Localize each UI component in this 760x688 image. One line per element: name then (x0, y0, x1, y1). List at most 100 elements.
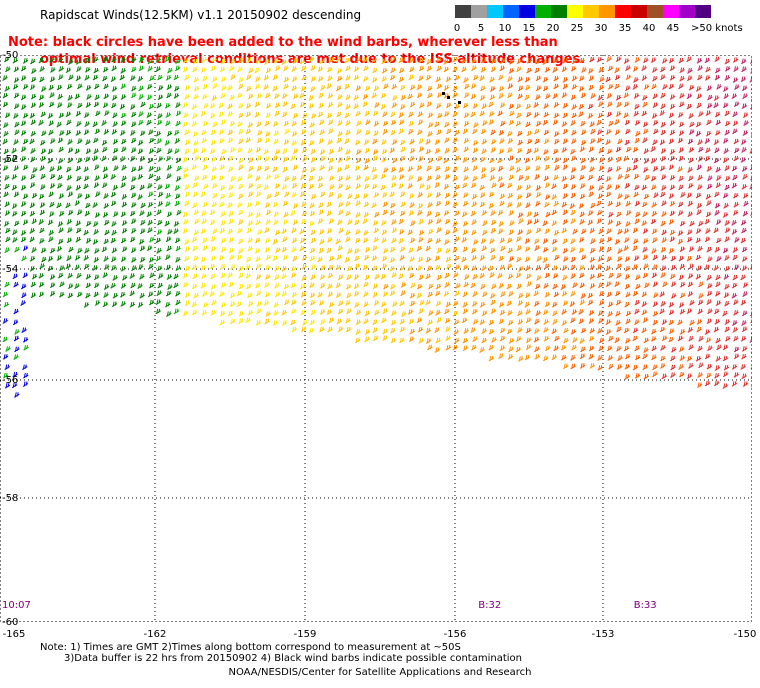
wind-barb (642, 95, 648, 101)
wind-barb (182, 273, 189, 279)
wind-barb (561, 227, 568, 234)
wind-barb (741, 320, 747, 326)
wind-barb (722, 86, 729, 92)
wind-barb (245, 137, 251, 143)
wind-barb (634, 218, 640, 225)
wind-barb (219, 66, 226, 73)
wind-barb (191, 66, 198, 73)
wind-barb (570, 273, 576, 280)
wind-barb (311, 113, 317, 119)
wind-barb (111, 129, 118, 135)
wind-barb (615, 220, 622, 227)
wind-barb (525, 327, 532, 334)
wind-barb (570, 247, 576, 253)
wind-barb (741, 227, 747, 234)
wind-barb (112, 155, 118, 162)
wind-barb (579, 193, 586, 200)
wind-barb (740, 364, 746, 370)
wind-barb (256, 137, 263, 144)
wind-barb (344, 164, 350, 171)
wind-barb (4, 281, 10, 288)
wind-barb (678, 274, 685, 281)
wind-barb (355, 174, 362, 181)
wind-barb (553, 139, 560, 145)
wind-barb (696, 319, 703, 325)
wind-barb (408, 74, 415, 81)
wind-barb (20, 210, 27, 217)
wind-barb (290, 103, 296, 110)
wind-barb (309, 282, 315, 289)
wind-barb (318, 248, 325, 254)
wind-barb (561, 265, 568, 271)
wind-barb (193, 218, 200, 225)
wind-barb (544, 164, 550, 171)
wind-barb (615, 95, 622, 101)
wind-barb (472, 103, 479, 109)
wind-barb (283, 65, 289, 72)
wind-barb (57, 158, 64, 164)
wind-barb (535, 265, 542, 271)
wind-barb (409, 139, 415, 145)
wind-barb (310, 86, 316, 92)
wind-barb (705, 66, 711, 73)
wind-barb (643, 84, 650, 90)
wind-barb (263, 300, 270, 306)
wind-barb (572, 337, 578, 343)
wind-barb (686, 256, 693, 262)
wind-barb (183, 282, 189, 288)
wind-barb (392, 95, 398, 101)
wind-barb (419, 102, 425, 109)
wind-barb (282, 219, 289, 225)
wind-barb (13, 165, 20, 172)
wind-barb (660, 272, 666, 279)
wind-barb (517, 76, 524, 83)
wind-barb (608, 363, 614, 370)
wind-barb (291, 76, 298, 82)
wind-barb (706, 119, 712, 126)
wind-barb (301, 218, 307, 225)
wind-barb (570, 209, 576, 216)
wind-barb (669, 236, 676, 243)
wind-barb (111, 86, 118, 92)
wind-barb (508, 346, 514, 353)
wind-barb (524, 246, 531, 252)
wind-barb (309, 202, 315, 209)
wind-barb (444, 229, 451, 236)
wind-barb (569, 174, 576, 181)
wind-barb (76, 248, 83, 254)
wind-barb (698, 146, 704, 153)
wind-barb (74, 283, 80, 289)
wind-barb (652, 319, 658, 326)
wind-barb (335, 238, 341, 245)
wind-barb (688, 344, 694, 351)
wind-barb (479, 273, 485, 279)
wind-barb (508, 119, 515, 126)
wind-barb (545, 211, 551, 218)
wind-barb (58, 193, 65, 199)
wind-barb (381, 139, 387, 146)
wind-barb (642, 128, 649, 135)
wind-barb (508, 338, 515, 344)
wind-barb (76, 175, 82, 182)
wind-barb (254, 67, 260, 74)
wind-barb (623, 92, 629, 99)
wind-barb (650, 158, 657, 164)
wind-barb (22, 193, 29, 200)
wind-barb (338, 209, 344, 216)
wind-barb (517, 327, 523, 333)
wind-barb (579, 75, 585, 82)
wind-barb (248, 157, 254, 164)
wind-barb (20, 146, 27, 153)
wind-barb (587, 292, 594, 299)
wind-barb (380, 301, 387, 308)
wind-barb (562, 275, 568, 281)
wind-barb (526, 148, 532, 155)
wind-barb (615, 56, 622, 63)
wind-barb (256, 290, 262, 297)
wind-barb (49, 173, 56, 180)
wind-barb (714, 56, 720, 63)
wind-barb (49, 76, 56, 83)
wind-barb (281, 228, 288, 235)
wind-barb (120, 112, 127, 119)
wind-barb (452, 85, 458, 92)
